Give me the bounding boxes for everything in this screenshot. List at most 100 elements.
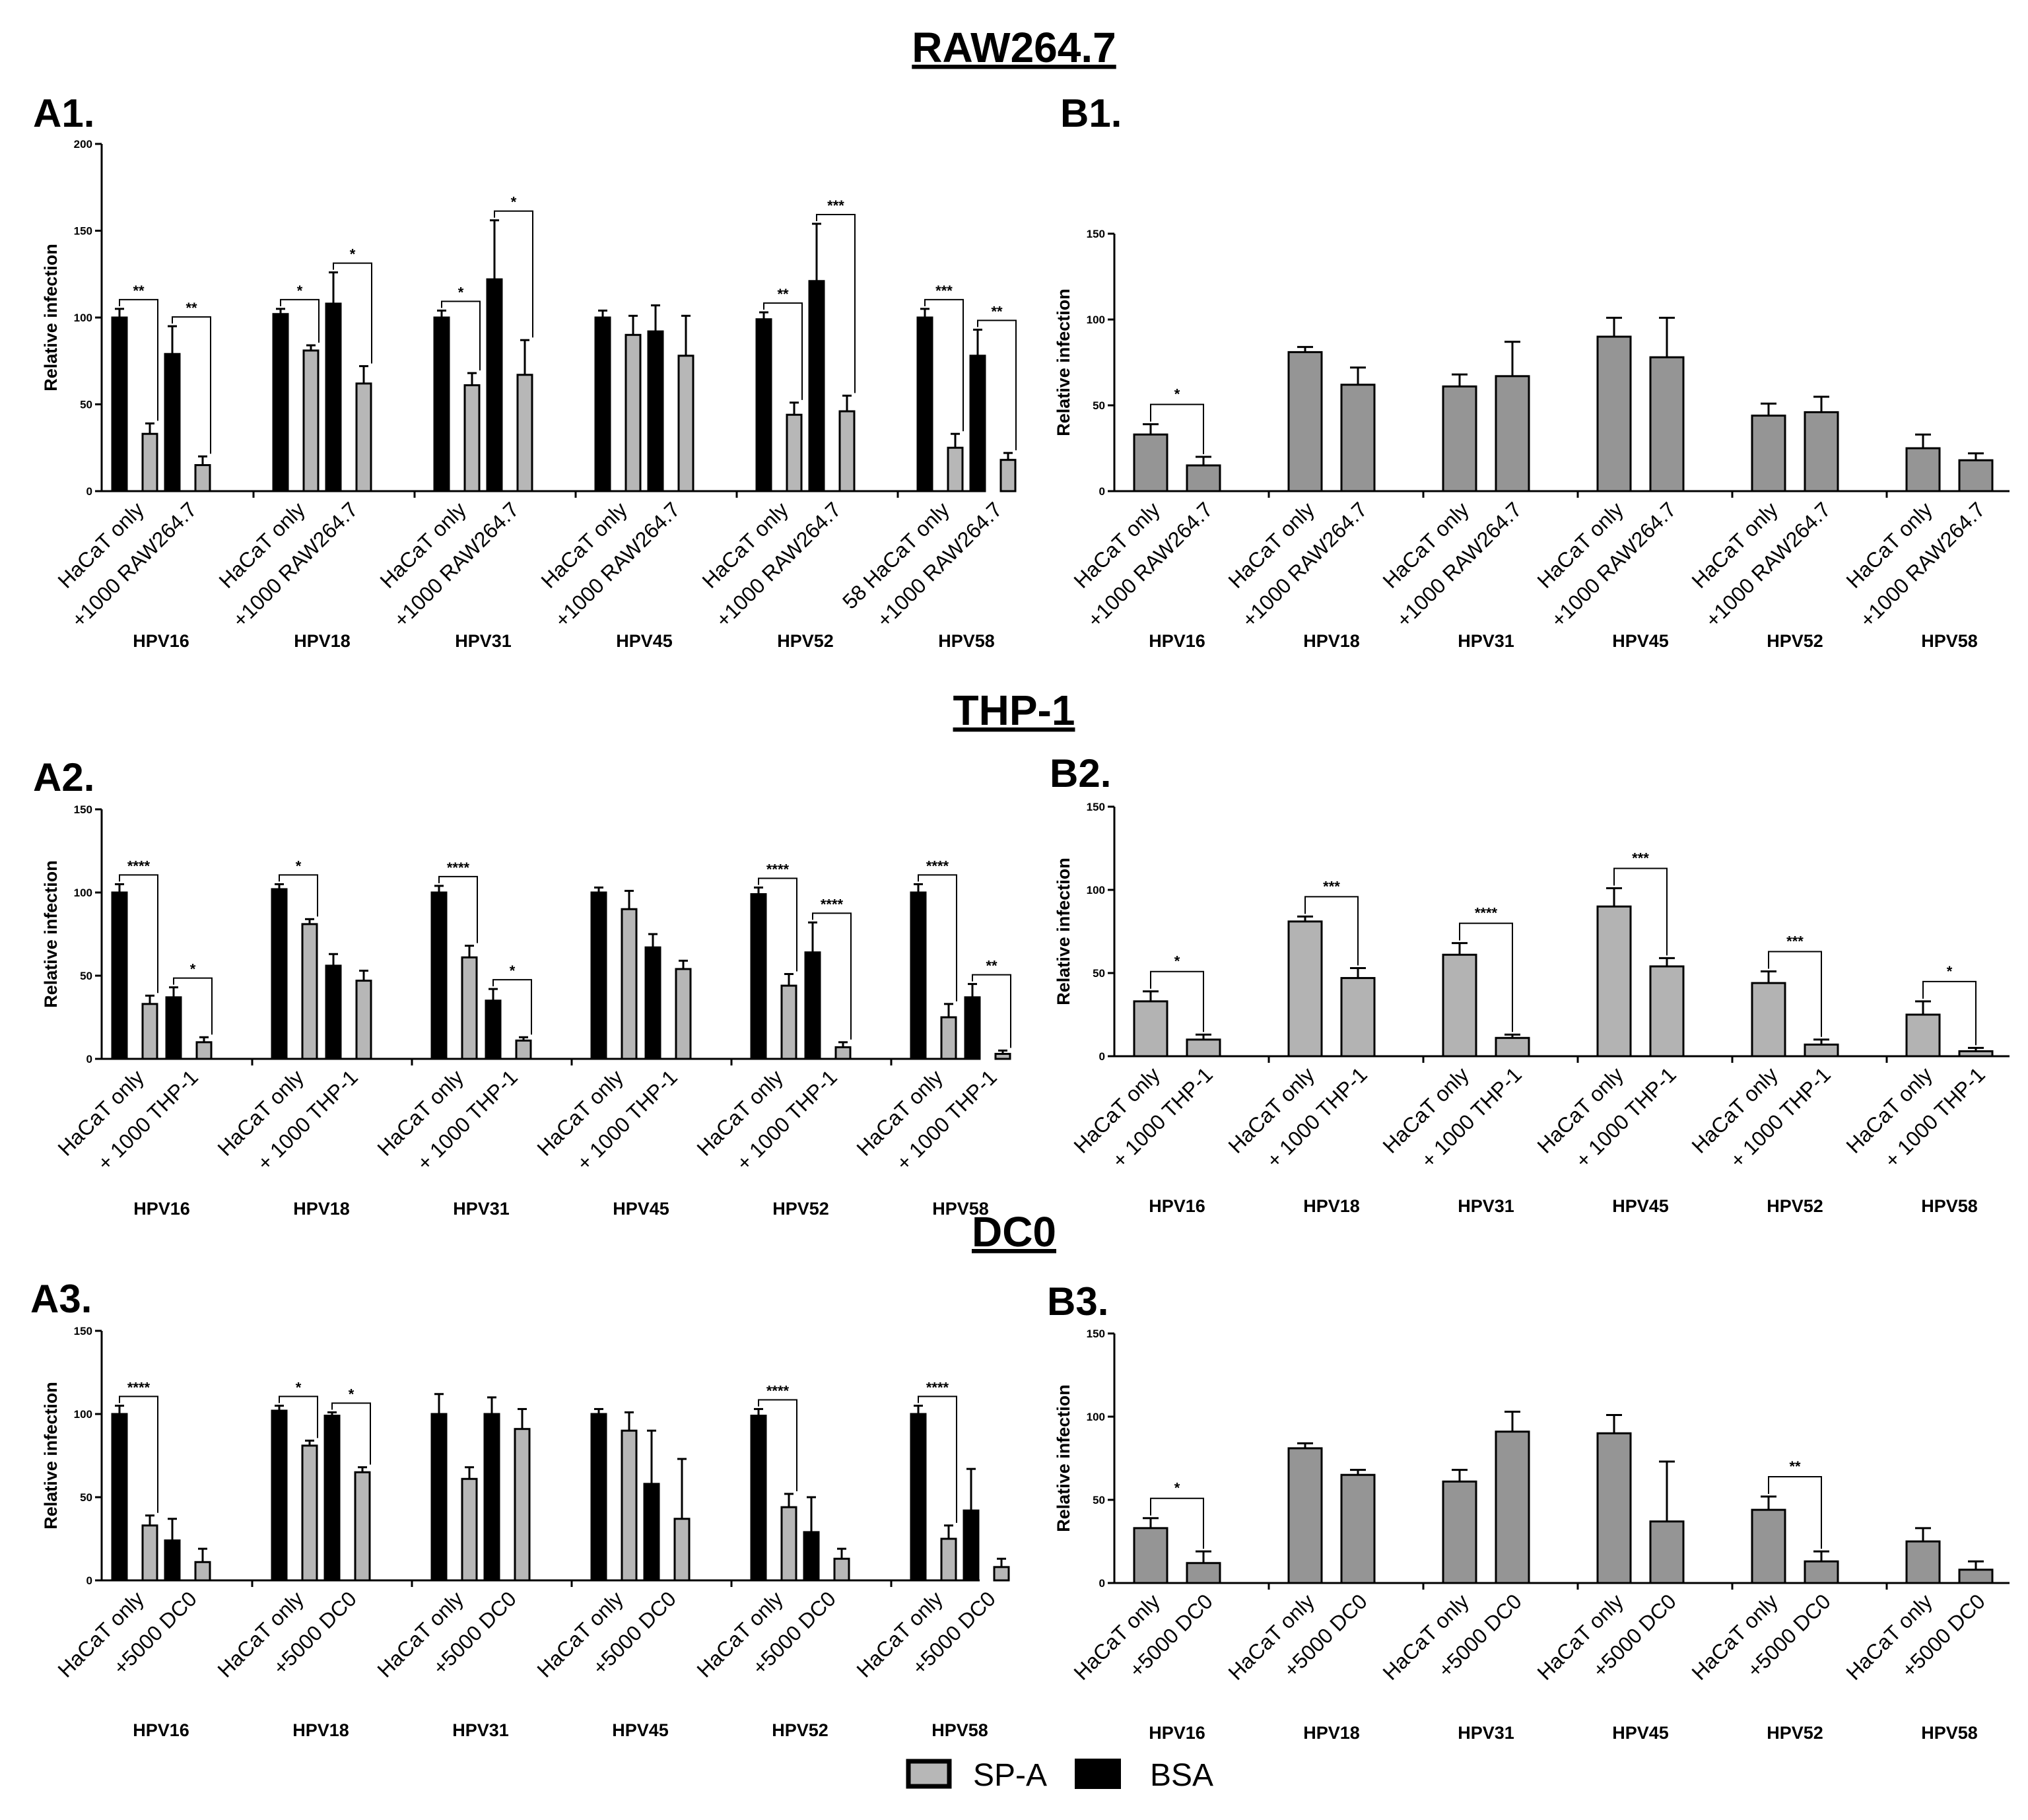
bar bbox=[1287, 351, 1323, 492]
bar bbox=[1133, 1527, 1168, 1584]
bar bbox=[675, 968, 692, 1060]
bar bbox=[1186, 1038, 1221, 1058]
bar bbox=[195, 1041, 213, 1060]
bar bbox=[1186, 464, 1221, 492]
bar bbox=[1287, 920, 1323, 1058]
significance-bracket bbox=[1459, 922, 1513, 1032]
significance-label: ** bbox=[991, 303, 1003, 320]
y-axis-label: Relative infection bbox=[41, 1382, 61, 1530]
bar bbox=[164, 1539, 181, 1582]
bar bbox=[834, 1046, 852, 1060]
significance-label: **** bbox=[766, 861, 790, 877]
significance-bracket bbox=[1150, 403, 1204, 454]
legend: SP-A BSA bbox=[906, 1758, 1213, 1793]
y-axis-label: Relative infection bbox=[1054, 858, 1073, 1005]
significance-label: * bbox=[296, 1379, 302, 1396]
significance-bracket bbox=[1768, 951, 1822, 1037]
significance-label: ** bbox=[777, 286, 789, 302]
y-tick-label: 150 bbox=[1087, 228, 1105, 240]
bar bbox=[1442, 385, 1477, 492]
y-tick-label: 150 bbox=[74, 803, 92, 816]
bar bbox=[271, 1409, 288, 1582]
panel-label-b3: B3. bbox=[1047, 1279, 1108, 1324]
group-label: HPV58 bbox=[932, 1199, 989, 1219]
bar bbox=[164, 353, 181, 492]
significance-bracket bbox=[333, 262, 372, 364]
panel-label-a2: A2. bbox=[33, 755, 94, 799]
group-label: HPV31 bbox=[1458, 631, 1514, 651]
significance-bracket bbox=[119, 874, 158, 994]
significance-bracket bbox=[977, 320, 1017, 451]
significance-bracket bbox=[924, 298, 964, 432]
bar bbox=[111, 316, 128, 492]
bar bbox=[1133, 1000, 1168, 1058]
bar bbox=[1751, 1508, 1786, 1584]
significance-bracket bbox=[918, 1396, 957, 1523]
bar bbox=[750, 1415, 767, 1582]
significance-label: * bbox=[1174, 1480, 1180, 1497]
bar bbox=[1905, 1013, 1941, 1058]
y-axis-label: Relative infection bbox=[41, 244, 61, 391]
y-tick-label: 150 bbox=[74, 225, 92, 238]
group-label: HPV58 bbox=[938, 631, 995, 651]
bar bbox=[993, 1566, 1010, 1582]
bar bbox=[947, 446, 964, 492]
y-tick-label: 50 bbox=[1093, 399, 1105, 412]
bar bbox=[1596, 905, 1632, 1058]
significance-bracket bbox=[279, 1396, 318, 1438]
group-label: HPV52 bbox=[1767, 1723, 1823, 1743]
y-tick-label: 50 bbox=[80, 970, 92, 982]
significance-label: *** bbox=[827, 197, 844, 214]
bar bbox=[1751, 982, 1786, 1058]
significance-label: ** bbox=[133, 283, 145, 299]
y-tick-label: 100 bbox=[74, 887, 92, 899]
y-axis-label: Relative infection bbox=[1054, 288, 1073, 436]
panel-label-b1: B1. bbox=[1060, 91, 1122, 135]
significance-label: **** bbox=[766, 1382, 790, 1399]
bar bbox=[786, 413, 803, 492]
bar bbox=[1958, 1050, 1994, 1058]
significance-label: * bbox=[1174, 386, 1180, 403]
significance-label: **** bbox=[926, 858, 949, 874]
bar bbox=[355, 382, 372, 492]
significance-label: * bbox=[1947, 963, 1953, 980]
bar bbox=[910, 1413, 927, 1582]
significance-bracket bbox=[172, 316, 211, 454]
bar bbox=[514, 1428, 531, 1582]
bar bbox=[1442, 1480, 1477, 1584]
significance-bracket bbox=[1150, 1497, 1204, 1549]
bar bbox=[643, 1483, 660, 1582]
bar bbox=[833, 1557, 850, 1582]
group-label: HPV18 bbox=[1303, 1196, 1360, 1216]
y-tick-label: 0 bbox=[86, 1574, 92, 1587]
y-tick-label: 100 bbox=[1087, 884, 1105, 896]
y-tick-label: 200 bbox=[74, 138, 92, 151]
bar bbox=[486, 278, 503, 492]
group-label: HPV16 bbox=[1149, 1723, 1205, 1743]
section-title-raw264: RAW264.7 bbox=[912, 24, 1116, 71]
significance-bracket bbox=[812, 912, 852, 1040]
y-tick-label: 150 bbox=[74, 1325, 92, 1337]
bar bbox=[1186, 1562, 1221, 1584]
y-tick-label: 0 bbox=[86, 485, 92, 498]
y-tick-label: 100 bbox=[74, 1408, 92, 1421]
bar bbox=[940, 1016, 957, 1060]
significance-bracket bbox=[494, 210, 533, 338]
group-label: HPV31 bbox=[455, 631, 512, 651]
group-label: HPV18 bbox=[293, 1199, 350, 1219]
bar bbox=[301, 1444, 318, 1582]
group-label: HPV58 bbox=[1921, 1196, 1978, 1216]
significance-label: ** bbox=[1789, 1458, 1801, 1475]
legend-label-bsa: BSA bbox=[1150, 1758, 1213, 1793]
bar bbox=[430, 891, 448, 1060]
y-tick-label: 0 bbox=[1099, 1050, 1105, 1063]
group-label: HPV45 bbox=[1612, 631, 1669, 651]
group-label: HPV31 bbox=[1458, 1723, 1514, 1743]
bar bbox=[916, 316, 933, 492]
y-tick-label: 50 bbox=[80, 399, 92, 411]
bar bbox=[515, 1039, 532, 1060]
bar bbox=[1495, 375, 1530, 492]
bar bbox=[590, 891, 607, 1060]
bar bbox=[1804, 411, 1839, 492]
group-label: HPV52 bbox=[772, 1199, 829, 1219]
